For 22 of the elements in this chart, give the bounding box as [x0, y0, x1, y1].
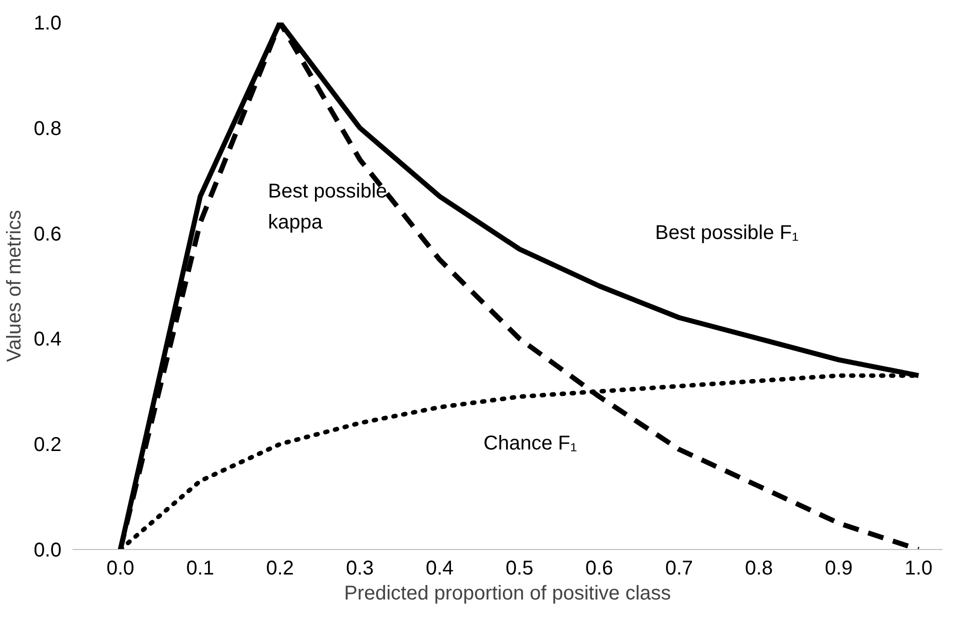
x-tick-label: 0.0: [106, 558, 134, 580]
x-tick-label: 0.3: [346, 558, 374, 580]
x-tick-label: 0.7: [665, 558, 694, 580]
x-tick-label: 1.0: [904, 558, 932, 580]
x-tick-label: 0.4: [426, 558, 454, 580]
y-tick-label: 0.8: [34, 118, 62, 140]
y-tick-label: 0.6: [34, 223, 62, 246]
y-tick-label: 1.0: [34, 12, 62, 34]
y-axis-title: Values of metrics: [4, 210, 26, 362]
text: Best possible F₁: [655, 222, 799, 244]
x-tick-label: 0.8: [745, 558, 773, 580]
x-tick-label: 0.9: [824, 558, 853, 580]
x-tick-label: 0.1: [186, 558, 214, 580]
x-tick-label: 0.5: [506, 558, 534, 580]
x-tick-label: 0.6: [585, 558, 614, 580]
series-label: Chance F₁: [484, 432, 578, 455]
y-tick-label: 0.0: [34, 540, 62, 562]
y-tick-label: 0.4: [34, 328, 62, 351]
x-tick-label: 0.2: [266, 558, 294, 580]
series-label: Best possible kappa: [268, 180, 388, 234]
y-tick-label: 0.2: [34, 434, 62, 456]
x-axis-title: Predicted proportion of positive class: [344, 582, 671, 604]
